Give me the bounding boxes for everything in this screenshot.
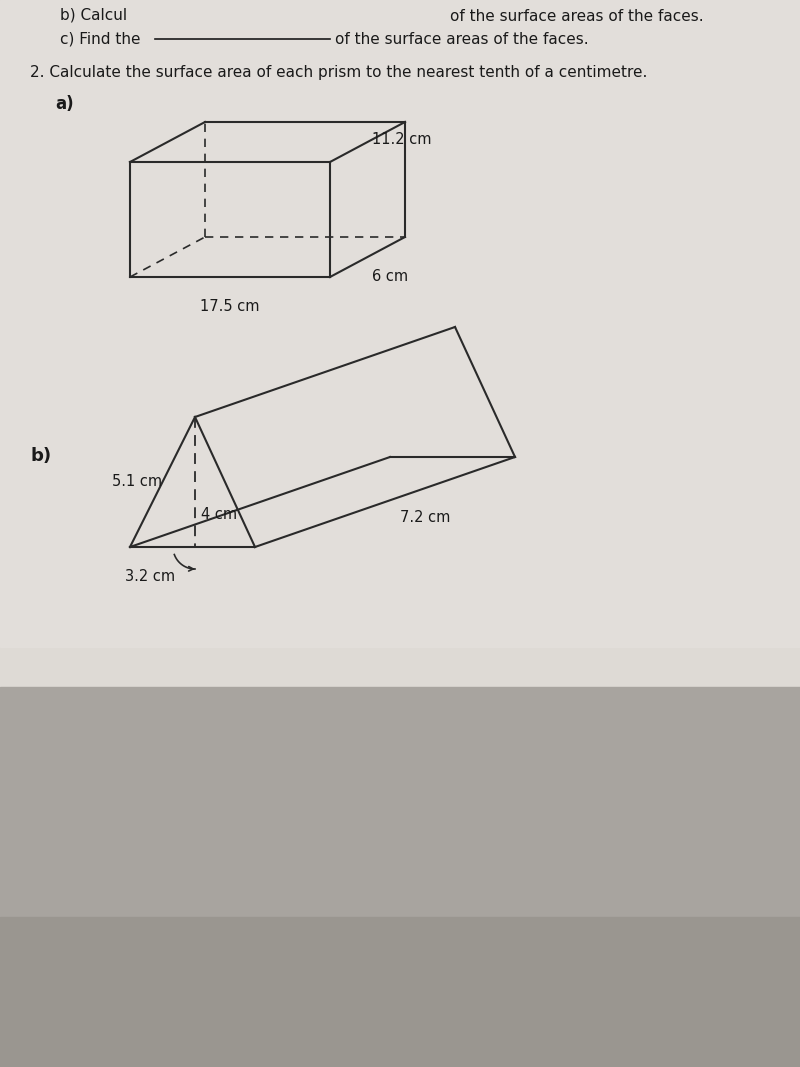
Text: 7.2 cm: 7.2 cm	[400, 510, 450, 525]
Text: b) Calcul: b) Calcul	[60, 7, 127, 22]
Bar	[0, 0, 800, 647]
Bar	[0, 917, 800, 1067]
Text: 3.2 cm: 3.2 cm	[125, 569, 175, 584]
Text: 2. Calculate the surface area of each prism to the nearest tenth of a centimetre: 2. Calculate the surface area of each pr…	[30, 65, 647, 80]
Text: b): b)	[30, 447, 51, 465]
Text: 11.2 cm: 11.2 cm	[373, 132, 432, 147]
Text: a): a)	[55, 95, 74, 113]
Text: of the surface areas of the faces.: of the surface areas of the faces.	[335, 32, 589, 47]
Text: 4 cm: 4 cm	[201, 507, 237, 522]
Bar	[0, 687, 800, 1067]
Text: c) Find the: c) Find the	[60, 32, 141, 47]
Text: 17.5 cm: 17.5 cm	[200, 299, 260, 314]
Text: of the surface areas of the faces.: of the surface areas of the faces.	[450, 9, 704, 23]
Bar	[0, 0, 800, 687]
Text: 6 cm: 6 cm	[371, 269, 408, 284]
Text: 5.1 cm: 5.1 cm	[113, 475, 162, 490]
